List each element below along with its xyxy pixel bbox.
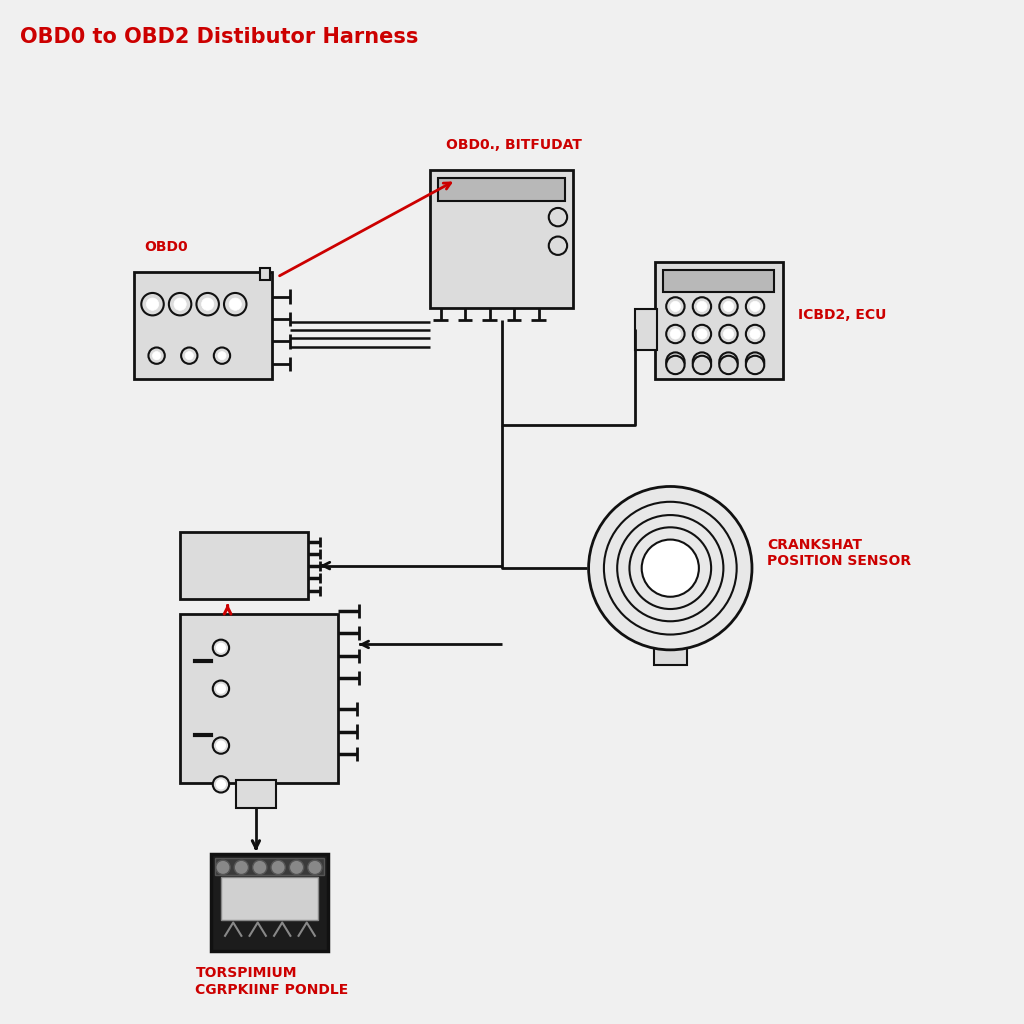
FancyBboxPatch shape: [211, 854, 328, 951]
Circle shape: [174, 298, 186, 310]
Circle shape: [750, 356, 760, 367]
Circle shape: [181, 347, 198, 364]
Circle shape: [253, 860, 267, 874]
Circle shape: [719, 355, 737, 374]
Circle shape: [723, 301, 733, 311]
Circle shape: [723, 356, 733, 367]
Circle shape: [719, 325, 737, 343]
Circle shape: [185, 351, 194, 359]
Circle shape: [671, 329, 681, 339]
Circle shape: [214, 347, 230, 364]
Circle shape: [216, 860, 230, 874]
Circle shape: [213, 737, 229, 754]
Circle shape: [229, 298, 242, 310]
Circle shape: [750, 301, 760, 311]
Circle shape: [146, 298, 159, 310]
Circle shape: [693, 297, 711, 315]
Circle shape: [693, 355, 711, 374]
Text: OBD0: OBD0: [144, 240, 188, 254]
Circle shape: [224, 293, 247, 315]
Circle shape: [745, 325, 764, 343]
Circle shape: [667, 297, 685, 315]
FancyBboxPatch shape: [635, 309, 657, 350]
Circle shape: [217, 780, 225, 788]
Circle shape: [667, 355, 685, 374]
Circle shape: [218, 351, 226, 359]
Circle shape: [671, 301, 681, 311]
Circle shape: [308, 860, 323, 874]
FancyBboxPatch shape: [221, 877, 318, 921]
Circle shape: [234, 860, 249, 874]
FancyBboxPatch shape: [134, 272, 272, 379]
Circle shape: [148, 347, 165, 364]
Circle shape: [745, 297, 764, 315]
Circle shape: [202, 298, 214, 310]
FancyBboxPatch shape: [180, 532, 308, 599]
Circle shape: [750, 329, 760, 339]
Circle shape: [723, 329, 733, 339]
Text: TORSPIMIUM
CGRPKIINF PONDLE: TORSPIMIUM CGRPKIINF PONDLE: [196, 967, 348, 996]
Text: CRANKSHAT
POSITION SENSOR: CRANKSHAT POSITION SENSOR: [767, 538, 911, 568]
Circle shape: [217, 741, 225, 750]
Circle shape: [549, 237, 567, 255]
Text: OBD0 to OBD2 Distibutor Harness: OBD0 to OBD2 Distibutor Harness: [19, 27, 418, 47]
FancyBboxPatch shape: [654, 647, 687, 666]
Circle shape: [169, 293, 191, 315]
Circle shape: [197, 293, 219, 315]
Circle shape: [213, 681, 229, 697]
Circle shape: [617, 515, 723, 622]
Circle shape: [667, 352, 685, 371]
Circle shape: [697, 356, 707, 367]
Circle shape: [667, 325, 685, 343]
FancyBboxPatch shape: [215, 858, 324, 874]
FancyBboxPatch shape: [236, 779, 276, 808]
Circle shape: [213, 640, 229, 656]
Circle shape: [141, 293, 164, 315]
Circle shape: [153, 351, 161, 359]
FancyBboxPatch shape: [655, 262, 782, 379]
Circle shape: [745, 352, 764, 371]
Circle shape: [213, 776, 229, 793]
Circle shape: [671, 356, 681, 367]
FancyBboxPatch shape: [438, 178, 565, 201]
FancyBboxPatch shape: [430, 170, 573, 308]
Text: ICBD2, ECU: ICBD2, ECU: [798, 307, 887, 322]
Circle shape: [589, 486, 752, 650]
Circle shape: [697, 329, 707, 339]
Circle shape: [630, 527, 711, 609]
Circle shape: [642, 540, 699, 597]
Circle shape: [271, 860, 286, 874]
Circle shape: [604, 502, 736, 635]
Circle shape: [693, 352, 711, 371]
Circle shape: [745, 355, 764, 374]
Text: OBD0., BITFUDAT: OBD0., BITFUDAT: [445, 137, 582, 152]
Circle shape: [217, 685, 225, 693]
FancyBboxPatch shape: [180, 614, 338, 782]
Circle shape: [719, 297, 737, 315]
Circle shape: [549, 208, 567, 226]
Circle shape: [217, 644, 225, 652]
FancyBboxPatch shape: [260, 268, 270, 281]
Circle shape: [697, 301, 707, 311]
Circle shape: [693, 325, 711, 343]
Circle shape: [290, 860, 304, 874]
FancyBboxPatch shape: [664, 270, 774, 293]
Circle shape: [719, 352, 737, 371]
